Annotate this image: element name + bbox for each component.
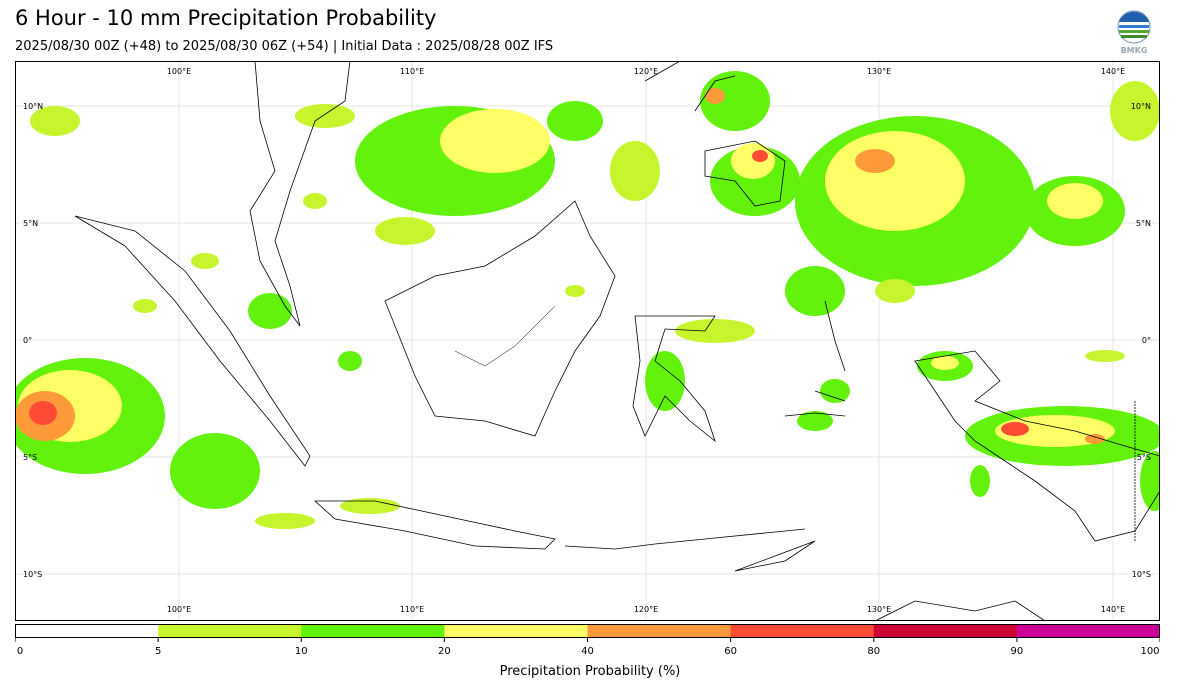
lon-label: 140°E — [1101, 67, 1125, 76]
colorbar-segment — [301, 624, 445, 638]
colorbar-segment — [587, 624, 732, 638]
lon-label: 130°E — [867, 67, 891, 76]
lat-label: 5°S — [1137, 453, 1151, 462]
colorbar-tick-label: 60 — [724, 646, 737, 657]
lat-label: 10°N — [23, 102, 43, 111]
precipitation-field — [15, 71, 1160, 529]
lon-label: 120°E — [634, 605, 658, 614]
lon-label: 110°E — [400, 605, 424, 614]
colorbar-tick-label: 90 — [1011, 646, 1024, 657]
colorbar-segment — [444, 624, 588, 638]
bmkg-logo: BMKG — [1117, 10, 1151, 55]
lat-label: 5°N — [1136, 219, 1151, 228]
lon-label: 100°E — [167, 605, 191, 614]
lon-label: 140°E — [1101, 605, 1125, 614]
lon-label: 110°E — [400, 67, 424, 76]
lat-label: 0° — [1142, 336, 1151, 345]
colorbar-ticks: 0 5 10 20 40 60 80 90 100 — [15, 638, 1160, 657]
colorbar-border — [15, 624, 1160, 638]
lat-label: 10°S — [23, 570, 42, 579]
colorbar — [15, 624, 1160, 638]
colorbar-tick-label: 5 — [155, 646, 161, 657]
precipitation-map: 100°E 110°E 120°E 130°E 140°E 100°E 110°… — [15, 61, 1160, 621]
map-title: 6 Hour - 10 mm Precipitation Probability — [15, 6, 437, 30]
longitude-labels-top: 100°E 110°E 120°E 130°E 140°E — [167, 67, 1125, 76]
colorbar-segment — [15, 624, 159, 638]
latitude-labels-right: 10°N 5°N 0° 5°S 10°S — [1131, 102, 1151, 579]
latitude-labels-left: 10°N 5°N 0° 5°S 10°S — [23, 102, 43, 579]
colorbar-tick-label: 100 — [1140, 646, 1159, 657]
coastlines — [74, 61, 1160, 621]
lat-label: 10°N — [1131, 102, 1151, 111]
colorbar-segment — [1016, 624, 1160, 638]
colorbar-segment — [730, 624, 875, 638]
colorbar-tick-label: 10 — [295, 646, 308, 657]
colorbar-tick-label: 80 — [867, 646, 880, 657]
logo-text: BMKG — [1121, 46, 1148, 55]
lon-label: 130°E — [867, 605, 891, 614]
map-border — [15, 61, 1160, 621]
lon-label: 120°E — [634, 67, 658, 76]
colorbar-segment — [158, 624, 302, 638]
colorbar-label: Precipitation Probability (%) — [499, 664, 681, 679]
lat-label: 5°S — [23, 453, 37, 462]
lat-label: 10°S — [1132, 570, 1151, 579]
lon-label: 100°E — [167, 67, 191, 76]
lat-label: 0° — [23, 336, 32, 345]
colorbar-tick-label: 20 — [438, 646, 451, 657]
colorbar-segment — [873, 624, 1018, 638]
colorbar-tick-label: 0 — [17, 646, 23, 657]
forecast-period-subtitle: 2025/08/30 00Z (+48) to 2025/08/30 06Z (… — [15, 39, 554, 54]
longitude-labels-bottom: 100°E 110°E 120°E 130°E 140°E — [167, 605, 1125, 614]
lat-label: 5°N — [23, 219, 38, 228]
colorbar-tick-label: 40 — [581, 646, 594, 657]
